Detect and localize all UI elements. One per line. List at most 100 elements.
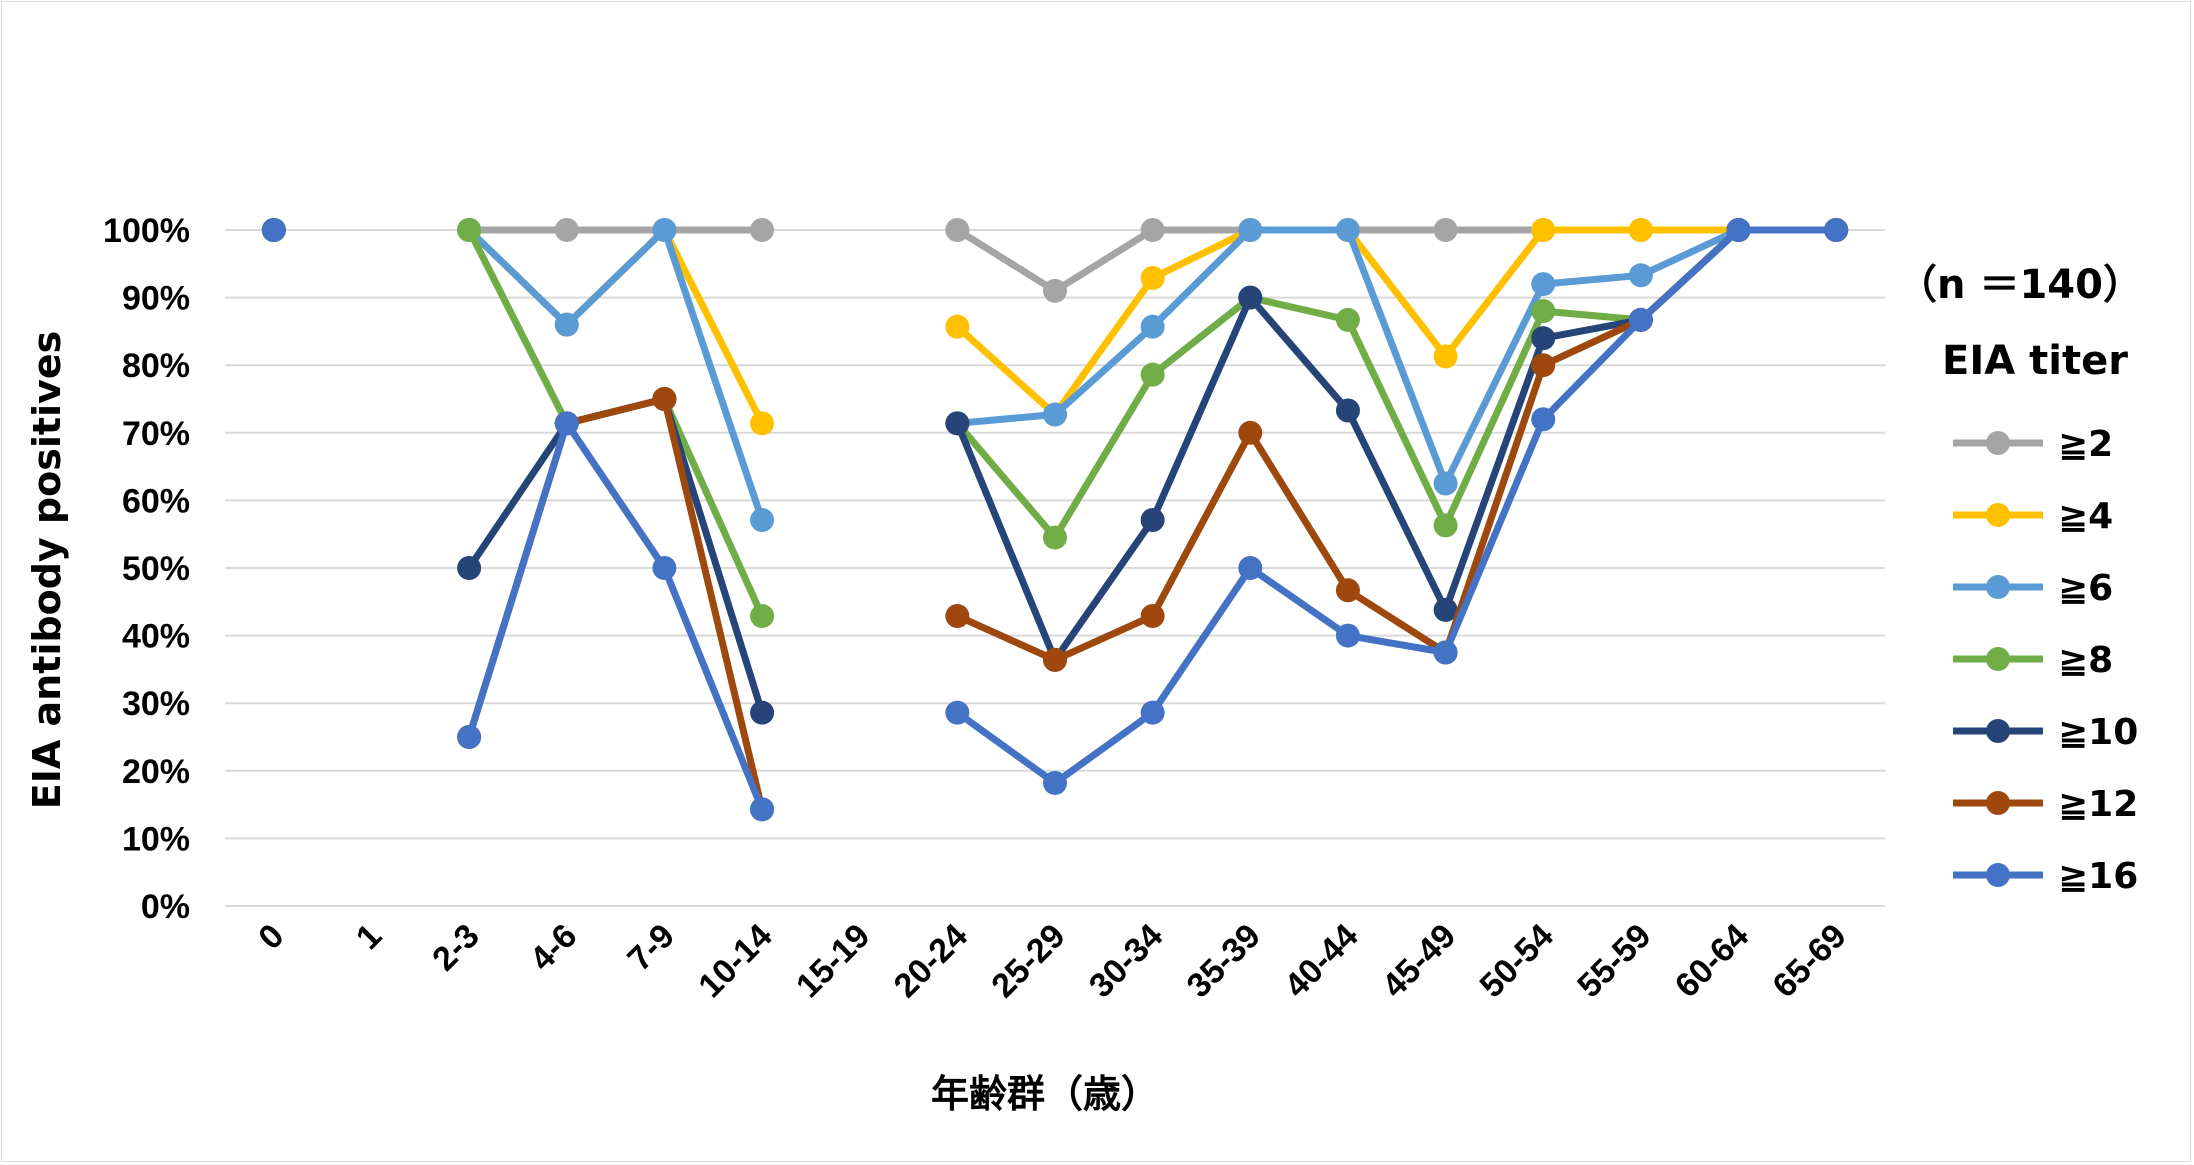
y-tick-label: 50%: [122, 550, 190, 588]
data-point: [1433, 344, 1458, 369]
data-point: [750, 603, 775, 628]
data-point: [652, 387, 677, 411]
legend-item: ≧10: [1953, 712, 2138, 753]
data-point: [1628, 218, 1653, 242]
data-point: [1238, 556, 1263, 580]
x-tick-label: 65-69: [1765, 917, 1853, 1005]
data-point: [1433, 513, 1458, 538]
series-lines: [261, 218, 1849, 822]
y-tick-label: 100%: [103, 212, 190, 250]
legend-item: ≧4: [1953, 496, 2113, 537]
data-point: [750, 508, 775, 533]
x-axis-title: 年齢群（歳）: [931, 1072, 1159, 1116]
data-point: [1531, 272, 1556, 297]
data-point: [1140, 603, 1165, 628]
data-point: [1043, 278, 1067, 303]
x-tick-label: 45-49: [1375, 917, 1463, 1005]
data-point: [1335, 218, 1360, 242]
y-tick-label: 40%: [122, 618, 190, 656]
data-point: [1043, 525, 1067, 550]
data-point: [1238, 218, 1263, 242]
y-tick-label: 30%: [122, 685, 190, 723]
legend-label: ≧16: [2058, 856, 2138, 897]
x-tick-label: 25-29: [984, 917, 1072, 1005]
data-point: [554, 218, 579, 242]
data-point: [652, 218, 677, 242]
y-tick-label: 0%: [141, 888, 190, 926]
legend-title: EIA titer: [1942, 338, 2128, 384]
data-point: [1238, 285, 1263, 310]
data-point: [750, 218, 775, 242]
series-line: [466, 226, 1837, 714]
x-tick-label: 60-64: [1668, 917, 1756, 1005]
legend-item: ≧6: [1953, 568, 2113, 609]
data-point: [1335, 623, 1360, 648]
data-point: [1140, 700, 1165, 725]
legend-label: ≧8: [2058, 640, 2113, 681]
x-tick-label: 1: [349, 917, 389, 957]
data-point: [1140, 314, 1165, 339]
data-point: [1043, 647, 1067, 672]
data-point: [554, 312, 579, 337]
x-tick-label: 2-3: [425, 917, 487, 979]
data-point: [1433, 597, 1458, 622]
x-tick-label: 7-9: [620, 917, 682, 979]
x-tick-label: 20-24: [887, 917, 975, 1005]
data-point: [1335, 307, 1360, 332]
series-≧6: [261, 218, 1849, 533]
data-point: [945, 218, 970, 242]
data-point: [750, 700, 775, 725]
data-point: [1824, 218, 1849, 242]
x-tick-label: 55-59: [1570, 917, 1658, 1005]
data-point: [1433, 640, 1458, 665]
data-point: [945, 603, 970, 628]
data-point: [1140, 362, 1165, 387]
y-tick-label: 60%: [122, 482, 190, 520]
data-point: [1140, 218, 1165, 242]
x-tick-label: 0: [251, 917, 291, 957]
y-tick-label: 90%: [122, 280, 190, 318]
data-point: [457, 725, 482, 749]
data-point: [1433, 471, 1458, 496]
legend-marker: [1986, 503, 2010, 527]
data-point: [1238, 420, 1263, 445]
legend-label: ≧10: [2058, 712, 2138, 753]
x-tick-label: 35-39: [1180, 917, 1268, 1005]
data-point: [1531, 326, 1556, 351]
data-point: [945, 411, 970, 436]
series-line: [465, 226, 1837, 811]
legend-label: ≧6: [2058, 568, 2113, 609]
data-point: [1335, 578, 1360, 603]
y-axis-tick-labels: 0% 10% 20% 30% 40% 50% 60% 70% 80% 90% 100%: [103, 212, 190, 926]
data-point: [1628, 263, 1653, 288]
data-point: [1531, 299, 1556, 324]
y-tick-label: 70%: [122, 415, 190, 453]
data-point: [750, 411, 775, 436]
data-point: [554, 411, 579, 436]
legend-item: ≧16: [1953, 856, 2138, 897]
sample-size-note: （n ＝140）: [1897, 262, 2143, 308]
x-tick-label: 50-54: [1473, 917, 1561, 1005]
data-point: [1726, 218, 1751, 242]
y-tick-label: 10%: [122, 820, 190, 858]
data-point: [750, 797, 775, 822]
data-point: [1531, 407, 1556, 432]
x-tick-label: 4-6: [523, 917, 585, 979]
legend-marker: [1986, 431, 2010, 455]
legend-marker: [1986, 575, 2010, 599]
data-point: [945, 314, 970, 339]
data-point: [1531, 218, 1556, 242]
legend-marker: [1986, 647, 2010, 671]
data-point: [261, 218, 286, 242]
data-point: [652, 556, 677, 580]
data-point: [457, 218, 482, 242]
y-tick-label: 80%: [122, 347, 190, 385]
data-point: [945, 700, 970, 725]
data-point: [1433, 218, 1458, 242]
data-point: [1140, 265, 1165, 290]
series-line: [466, 226, 1837, 522]
series-≧16: [261, 218, 1849, 822]
x-tick-label: 15-19: [789, 917, 877, 1005]
